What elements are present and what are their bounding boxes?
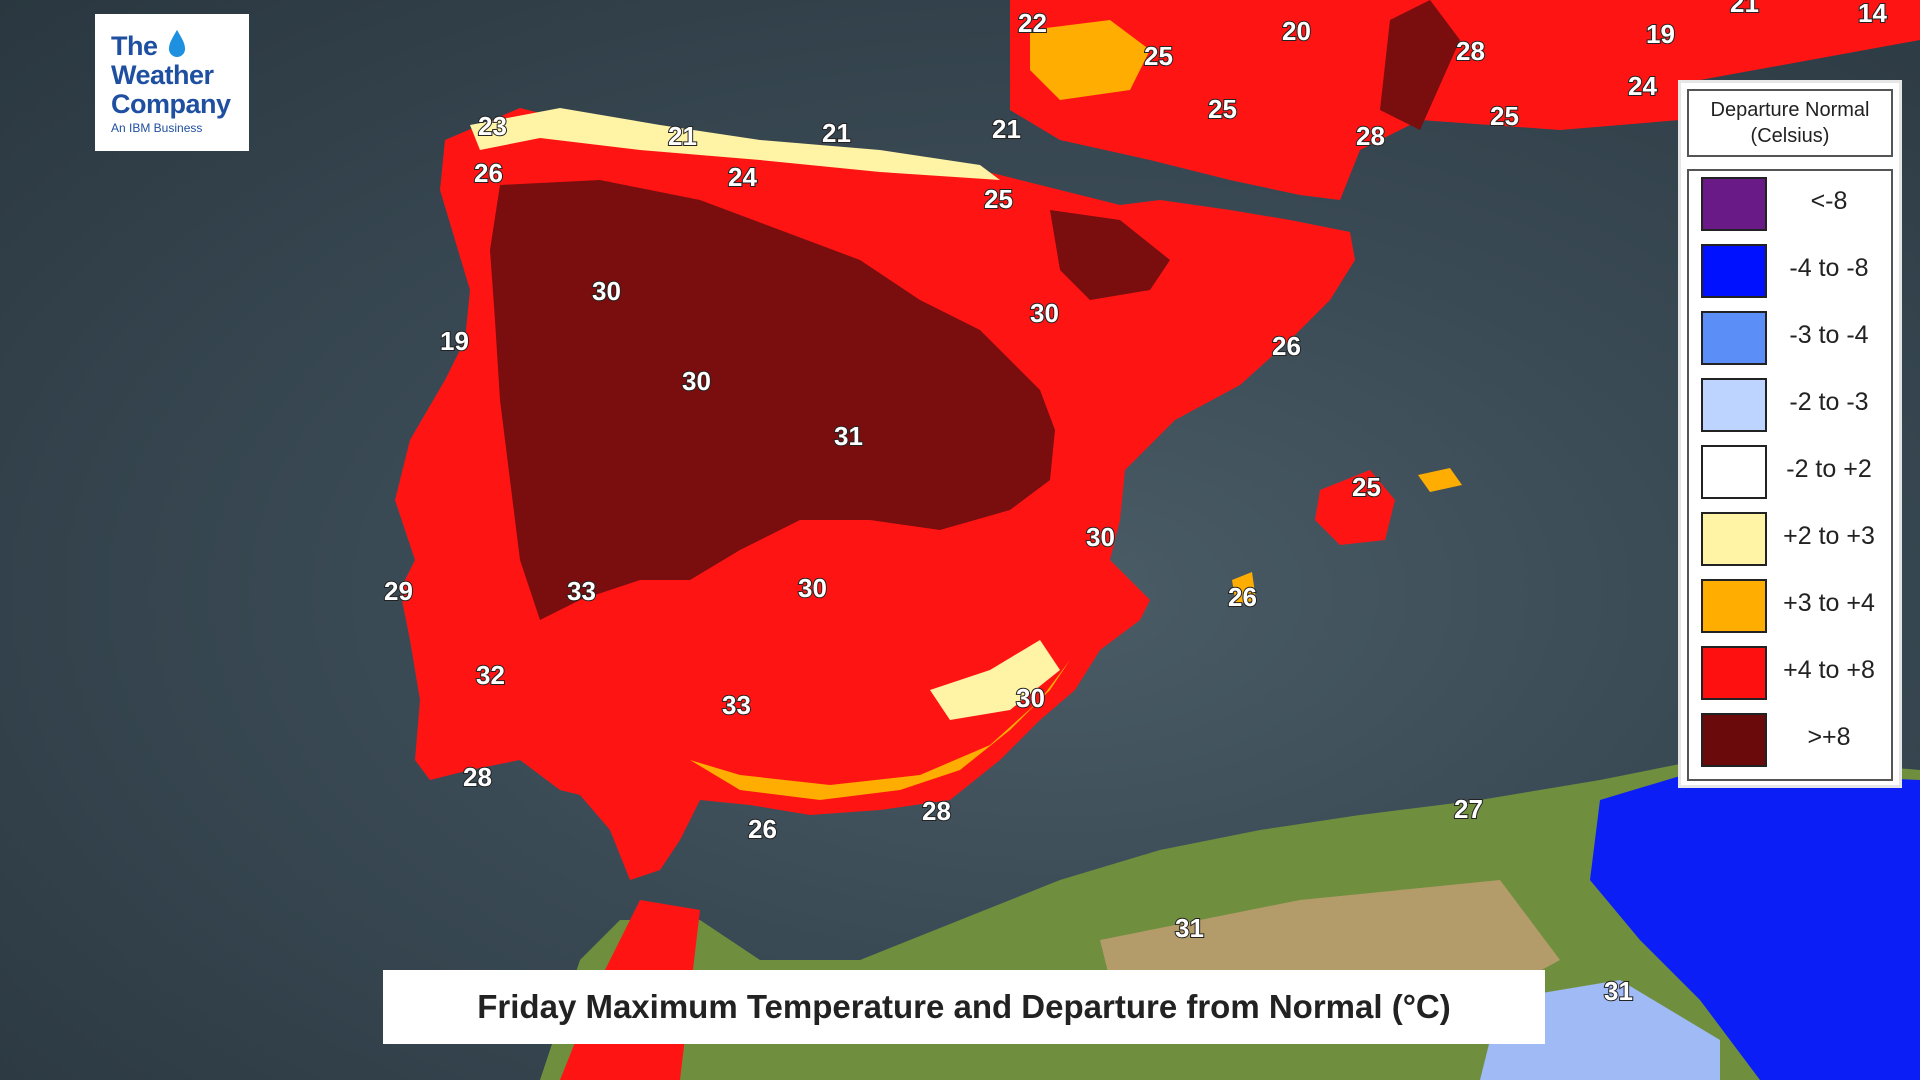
- temp-label: 27: [1454, 794, 1483, 824]
- temp-label: 30: [592, 276, 621, 306]
- water-drop-icon: [169, 30, 185, 57]
- legend-swatch: [1701, 646, 1767, 700]
- temp-label: 32: [476, 660, 505, 690]
- legend-label: -3 to -4: [1789, 321, 1869, 349]
- temp-label: 31: [834, 421, 863, 451]
- temp-label: 19: [1646, 19, 1675, 49]
- logo-line-2: Weather: [111, 60, 214, 90]
- temp-label: 25: [1144, 41, 1173, 71]
- temp-label: 22: [1018, 8, 1047, 38]
- mallorca: [1315, 470, 1395, 545]
- legend-label: <-8: [1810, 187, 1848, 215]
- logo-line-1: The: [111, 31, 158, 61]
- legend-swatch: [1701, 244, 1767, 298]
- temp-label: 28: [463, 762, 492, 792]
- temp-label: 26: [1228, 582, 1257, 612]
- legend-label: -2 to +2: [1786, 455, 1872, 483]
- map-legend: Departure Normal (Celsius) <-8 -4 to -8 -3…: [1678, 80, 1902, 788]
- temp-label: 30: [1016, 683, 1045, 713]
- logo-line-3: Company: [111, 89, 231, 119]
- legend-swatch: [1701, 512, 1767, 566]
- coastal-fringe-north: [470, 108, 1000, 180]
- temp-label: 14: [1858, 0, 1887, 28]
- temp-label: 26: [1272, 331, 1301, 361]
- legend-label: +2 to +3: [1783, 522, 1875, 550]
- temp-label: 26: [748, 814, 777, 844]
- menorca: [1418, 468, 1462, 492]
- temp-label: 21: [1730, 0, 1759, 18]
- legend-item: >+8: [1689, 707, 1891, 767]
- city-temperature-labels: 22 25 20 28 19 24 21 14 25 28 25 23 21 2…: [383, 0, 1888, 1007]
- france-dark-area: [1380, 0, 1460, 130]
- coastal-fringe-south-yellow: [930, 640, 1060, 720]
- legend-item: -2 to -3: [1689, 372, 1891, 432]
- legend-swatch: [1701, 579, 1767, 633]
- temp-label: 31: [1604, 976, 1633, 1006]
- extreme-heat-region: [490, 180, 1055, 620]
- temp-label: 31: [1175, 913, 1204, 943]
- legend-swatch: [1701, 311, 1767, 365]
- temp-label: 21: [822, 118, 851, 148]
- temp-label: 23: [478, 111, 507, 141]
- france-land: [1010, 0, 1920, 200]
- legend-swatch: [1701, 177, 1767, 231]
- legend-swatch: [1701, 713, 1767, 767]
- legend-item: -2 to +2: [1689, 439, 1891, 499]
- legend-swatch: [1701, 378, 1767, 432]
- temp-label: 33: [567, 576, 596, 606]
- legend-title: Departure Normal (Celsius): [1687, 89, 1893, 157]
- legend-label: >+8: [1807, 723, 1851, 751]
- temp-label: 21: [668, 121, 697, 151]
- temp-label: 33: [722, 690, 751, 720]
- temp-label: 21: [992, 114, 1021, 144]
- extreme-heat-region-ne: [1050, 210, 1170, 300]
- temp-label: 19: [440, 326, 469, 356]
- legend-label: -4 to -8: [1789, 254, 1869, 282]
- temp-label: 25: [1352, 472, 1381, 502]
- temp-label: 24: [1628, 71, 1657, 101]
- logo-tagline: An IBM Business: [111, 121, 203, 135]
- legend-item: +3 to +4: [1689, 573, 1891, 633]
- temp-label: 28: [922, 796, 951, 826]
- legend-item: +2 to +3: [1689, 506, 1891, 566]
- temp-label: 25: [984, 184, 1013, 214]
- legend-label: +3 to +4: [1783, 589, 1875, 617]
- temp-label: 30: [1086, 522, 1115, 552]
- temp-label: 25: [1208, 94, 1237, 124]
- legend-label: -2 to -3: [1789, 388, 1869, 416]
- legend-swatch: [1701, 445, 1767, 499]
- temp-label: 25: [1490, 101, 1519, 131]
- temp-label: 20: [1282, 16, 1311, 46]
- temp-label: 30: [1030, 298, 1059, 328]
- temp-label: 24: [728, 162, 757, 192]
- france-orange-area: [1030, 20, 1150, 100]
- temp-label: 28: [1356, 121, 1385, 151]
- legend-items: <-8 -4 to -8 -3 to -4 -2 to -3 -2 to +2 +2 to…: [1687, 169, 1893, 781]
- map-caption: Friday Maximum Temperature and Departure…: [383, 970, 1545, 1044]
- temp-label: 30: [798, 573, 827, 603]
- ibiza: [1232, 572, 1256, 605]
- legend-item: -4 to -8: [1689, 238, 1891, 298]
- temp-label: 28: [1456, 36, 1485, 66]
- north-africa-blue-area: [1590, 770, 1920, 1080]
- legend-item: -3 to -4: [1689, 305, 1891, 365]
- legend-label: +4 to +8: [1783, 656, 1875, 684]
- legend-item: +4 to +8: [1689, 640, 1891, 700]
- legend-item: <-8: [1689, 171, 1891, 231]
- temp-label: 29: [384, 576, 413, 606]
- temp-label: 26: [474, 158, 503, 188]
- temp-label: 30: [682, 366, 711, 396]
- weather-company-logo: The Weather Company An IBM Business: [95, 14, 249, 151]
